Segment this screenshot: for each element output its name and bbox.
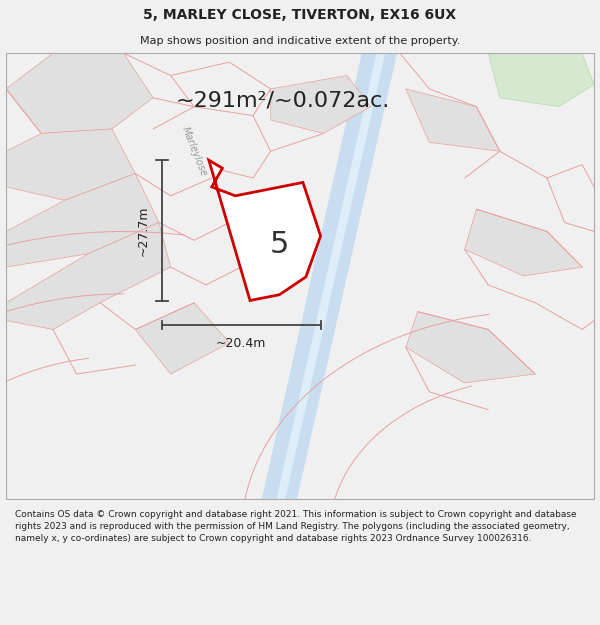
Polygon shape xyxy=(6,53,153,134)
Polygon shape xyxy=(6,222,170,329)
Polygon shape xyxy=(262,53,397,499)
Polygon shape xyxy=(464,209,582,276)
Polygon shape xyxy=(488,53,594,107)
Text: 5: 5 xyxy=(270,231,289,259)
Text: Map shows position and indicative extent of the property.: Map shows position and indicative extent… xyxy=(140,36,460,46)
Polygon shape xyxy=(6,174,159,267)
Text: Contains OS data © Crown copyright and database right 2021. This information is : Contains OS data © Crown copyright and d… xyxy=(15,510,577,542)
Polygon shape xyxy=(209,160,320,301)
Polygon shape xyxy=(136,302,229,374)
Text: ~20.4m: ~20.4m xyxy=(216,338,266,350)
Polygon shape xyxy=(271,76,371,134)
Text: 5, MARLEY CLOSE, TIVERTON, EX16 6UX: 5, MARLEY CLOSE, TIVERTON, EX16 6UX xyxy=(143,8,457,21)
Polygon shape xyxy=(406,312,535,383)
Polygon shape xyxy=(277,53,385,499)
Polygon shape xyxy=(6,129,136,200)
Polygon shape xyxy=(406,89,500,151)
Text: ~27.7m: ~27.7m xyxy=(137,205,149,256)
Text: ~291m²/~0.072ac.: ~291m²/~0.072ac. xyxy=(175,90,389,110)
Text: Marleylose: Marleylose xyxy=(179,125,209,177)
